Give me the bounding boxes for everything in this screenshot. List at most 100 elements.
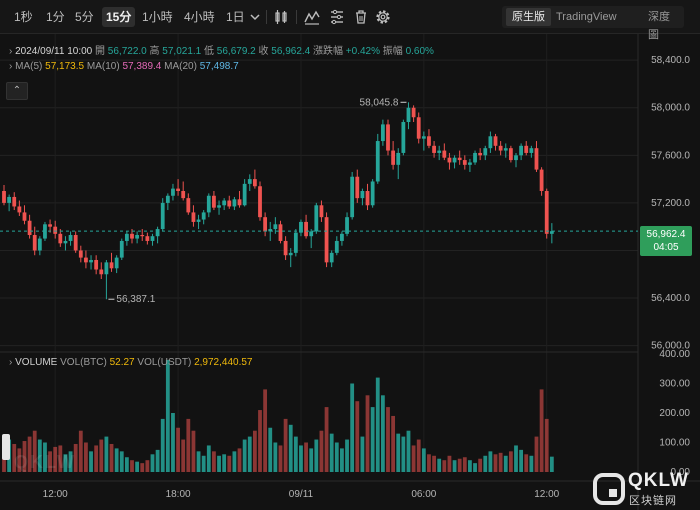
candle-body xyxy=(165,195,170,203)
candle-body xyxy=(212,195,216,208)
candle-body xyxy=(58,233,63,244)
candle-body xyxy=(524,145,529,153)
volume-bar xyxy=(473,463,477,472)
candle-body xyxy=(299,221,303,233)
volume-bar xyxy=(89,451,93,472)
chevron-icon[interactable]: › xyxy=(9,46,13,57)
candle-body xyxy=(396,152,401,165)
volume-bar xyxy=(73,443,78,472)
gear-icon[interactable] xyxy=(374,8,392,26)
volume-bar xyxy=(232,451,237,472)
candle-body xyxy=(7,196,12,203)
candle-body xyxy=(493,136,498,146)
volume-bar xyxy=(273,442,278,472)
view-tradingview-tab[interactable]: TradingView xyxy=(556,11,617,23)
volume-bar xyxy=(206,445,211,472)
volume-bar xyxy=(529,455,534,472)
timeframe-1m[interactable]: 1分 xyxy=(46,10,65,24)
volume-bar xyxy=(539,389,544,472)
timeframe-4h[interactable]: 4小時 xyxy=(184,10,215,24)
volume-bar xyxy=(181,439,186,472)
volume-bar xyxy=(391,415,396,472)
volume-bar xyxy=(99,439,104,472)
drag-handle[interactable] xyxy=(2,434,10,460)
volume-bar xyxy=(508,451,513,472)
vol-usdt-value: 2,972,440.57 xyxy=(194,357,253,368)
candle-body xyxy=(17,206,22,213)
volume-bar xyxy=(483,455,488,472)
volume-bar xyxy=(17,448,22,472)
ma10-label: MA(10) xyxy=(86,61,120,72)
collapse-legend-button[interactable]: ⌃ xyxy=(6,82,28,100)
volume-bar xyxy=(447,455,452,472)
chevron-icon[interactable]: › xyxy=(9,357,13,368)
candle-body xyxy=(268,229,273,232)
candle-body xyxy=(68,235,73,241)
view-depth-tab[interactable]: 深度圖 xyxy=(648,11,670,41)
candle-body xyxy=(283,240,288,256)
volume-bar xyxy=(145,460,150,472)
view-native-tab[interactable]: 原生版 xyxy=(506,8,551,26)
candle-body xyxy=(529,148,534,153)
volume-row: › VOLUME VOL(BTC) 52.27 VOL(USDT) 2,972,… xyxy=(9,357,252,368)
volume-bar xyxy=(386,407,390,472)
timeframe-1d[interactable]: 1日 xyxy=(226,10,245,24)
indicators-icon[interactable] xyxy=(303,8,321,26)
candle-type-icon[interactable] xyxy=(272,8,290,26)
chevron-icon[interactable]: › xyxy=(9,61,13,72)
watermark-sub: 区块链网 xyxy=(629,495,677,507)
volume-bar xyxy=(84,442,88,472)
volume-bar xyxy=(375,377,380,472)
volume-bar xyxy=(43,442,47,472)
volume-bar xyxy=(94,445,99,472)
time-tick-label: 06:00 xyxy=(411,489,436,500)
volume-bar xyxy=(242,439,247,472)
candle-body xyxy=(334,240,339,253)
volume-tick-label: 100.00 xyxy=(659,438,690,449)
volume-bar xyxy=(324,407,329,472)
candle-body xyxy=(549,231,554,234)
candle-body xyxy=(191,212,196,222)
ma5-label: MA(5) xyxy=(15,61,43,72)
candle-body xyxy=(468,162,472,165)
volume-bar xyxy=(360,436,365,472)
volume-bar xyxy=(442,460,447,472)
candle-body xyxy=(304,221,308,237)
volume-bar xyxy=(309,448,314,472)
vol-usdt-label: VOL(USDT) xyxy=(137,357,192,368)
candlestick-chart[interactable]: 56,000.056,400.056,800.057,200.057,600.0… xyxy=(0,34,700,510)
timeframe-15m[interactable]: 15分 xyxy=(102,7,136,27)
candle-body xyxy=(258,186,262,218)
low-value: 56,679.2 xyxy=(216,46,256,57)
volume-bar xyxy=(247,436,252,472)
candle-body xyxy=(89,259,93,263)
list-settings-icon[interactable] xyxy=(328,8,346,26)
watermark-main: QKLW xyxy=(628,470,689,491)
volume-tick-label: 400.00 xyxy=(659,349,690,360)
candle-body xyxy=(519,145,524,156)
ma20-value: 57,498.7 xyxy=(199,61,239,72)
candle-body xyxy=(365,191,370,206)
candle-body xyxy=(401,122,406,153)
volume-tick-label: 200.00 xyxy=(659,408,690,419)
volume-bar xyxy=(288,424,293,472)
candle-body xyxy=(273,224,278,230)
candle-body xyxy=(160,202,165,230)
logo-icon xyxy=(593,473,625,505)
timeframe-dropdown-icon[interactable] xyxy=(246,8,264,26)
timeframe-5m[interactable]: 5分 xyxy=(75,10,94,24)
volume-bar xyxy=(416,439,421,472)
timeframe-1h[interactable]: 1小時 xyxy=(142,10,173,24)
candle-body xyxy=(386,124,390,151)
volume-bar xyxy=(268,427,273,472)
chevron-up-icon: ⌃ xyxy=(12,85,22,96)
candle-body xyxy=(12,196,17,207)
candle-body xyxy=(114,257,119,269)
candle-body xyxy=(186,198,191,213)
candle-body xyxy=(237,199,242,206)
close-label: 收 xyxy=(258,46,269,57)
timeframe-1s[interactable]: 1秒 xyxy=(14,10,33,24)
volume-bar xyxy=(514,445,518,472)
candle-body xyxy=(181,191,186,199)
trash-icon[interactable] xyxy=(352,8,370,26)
